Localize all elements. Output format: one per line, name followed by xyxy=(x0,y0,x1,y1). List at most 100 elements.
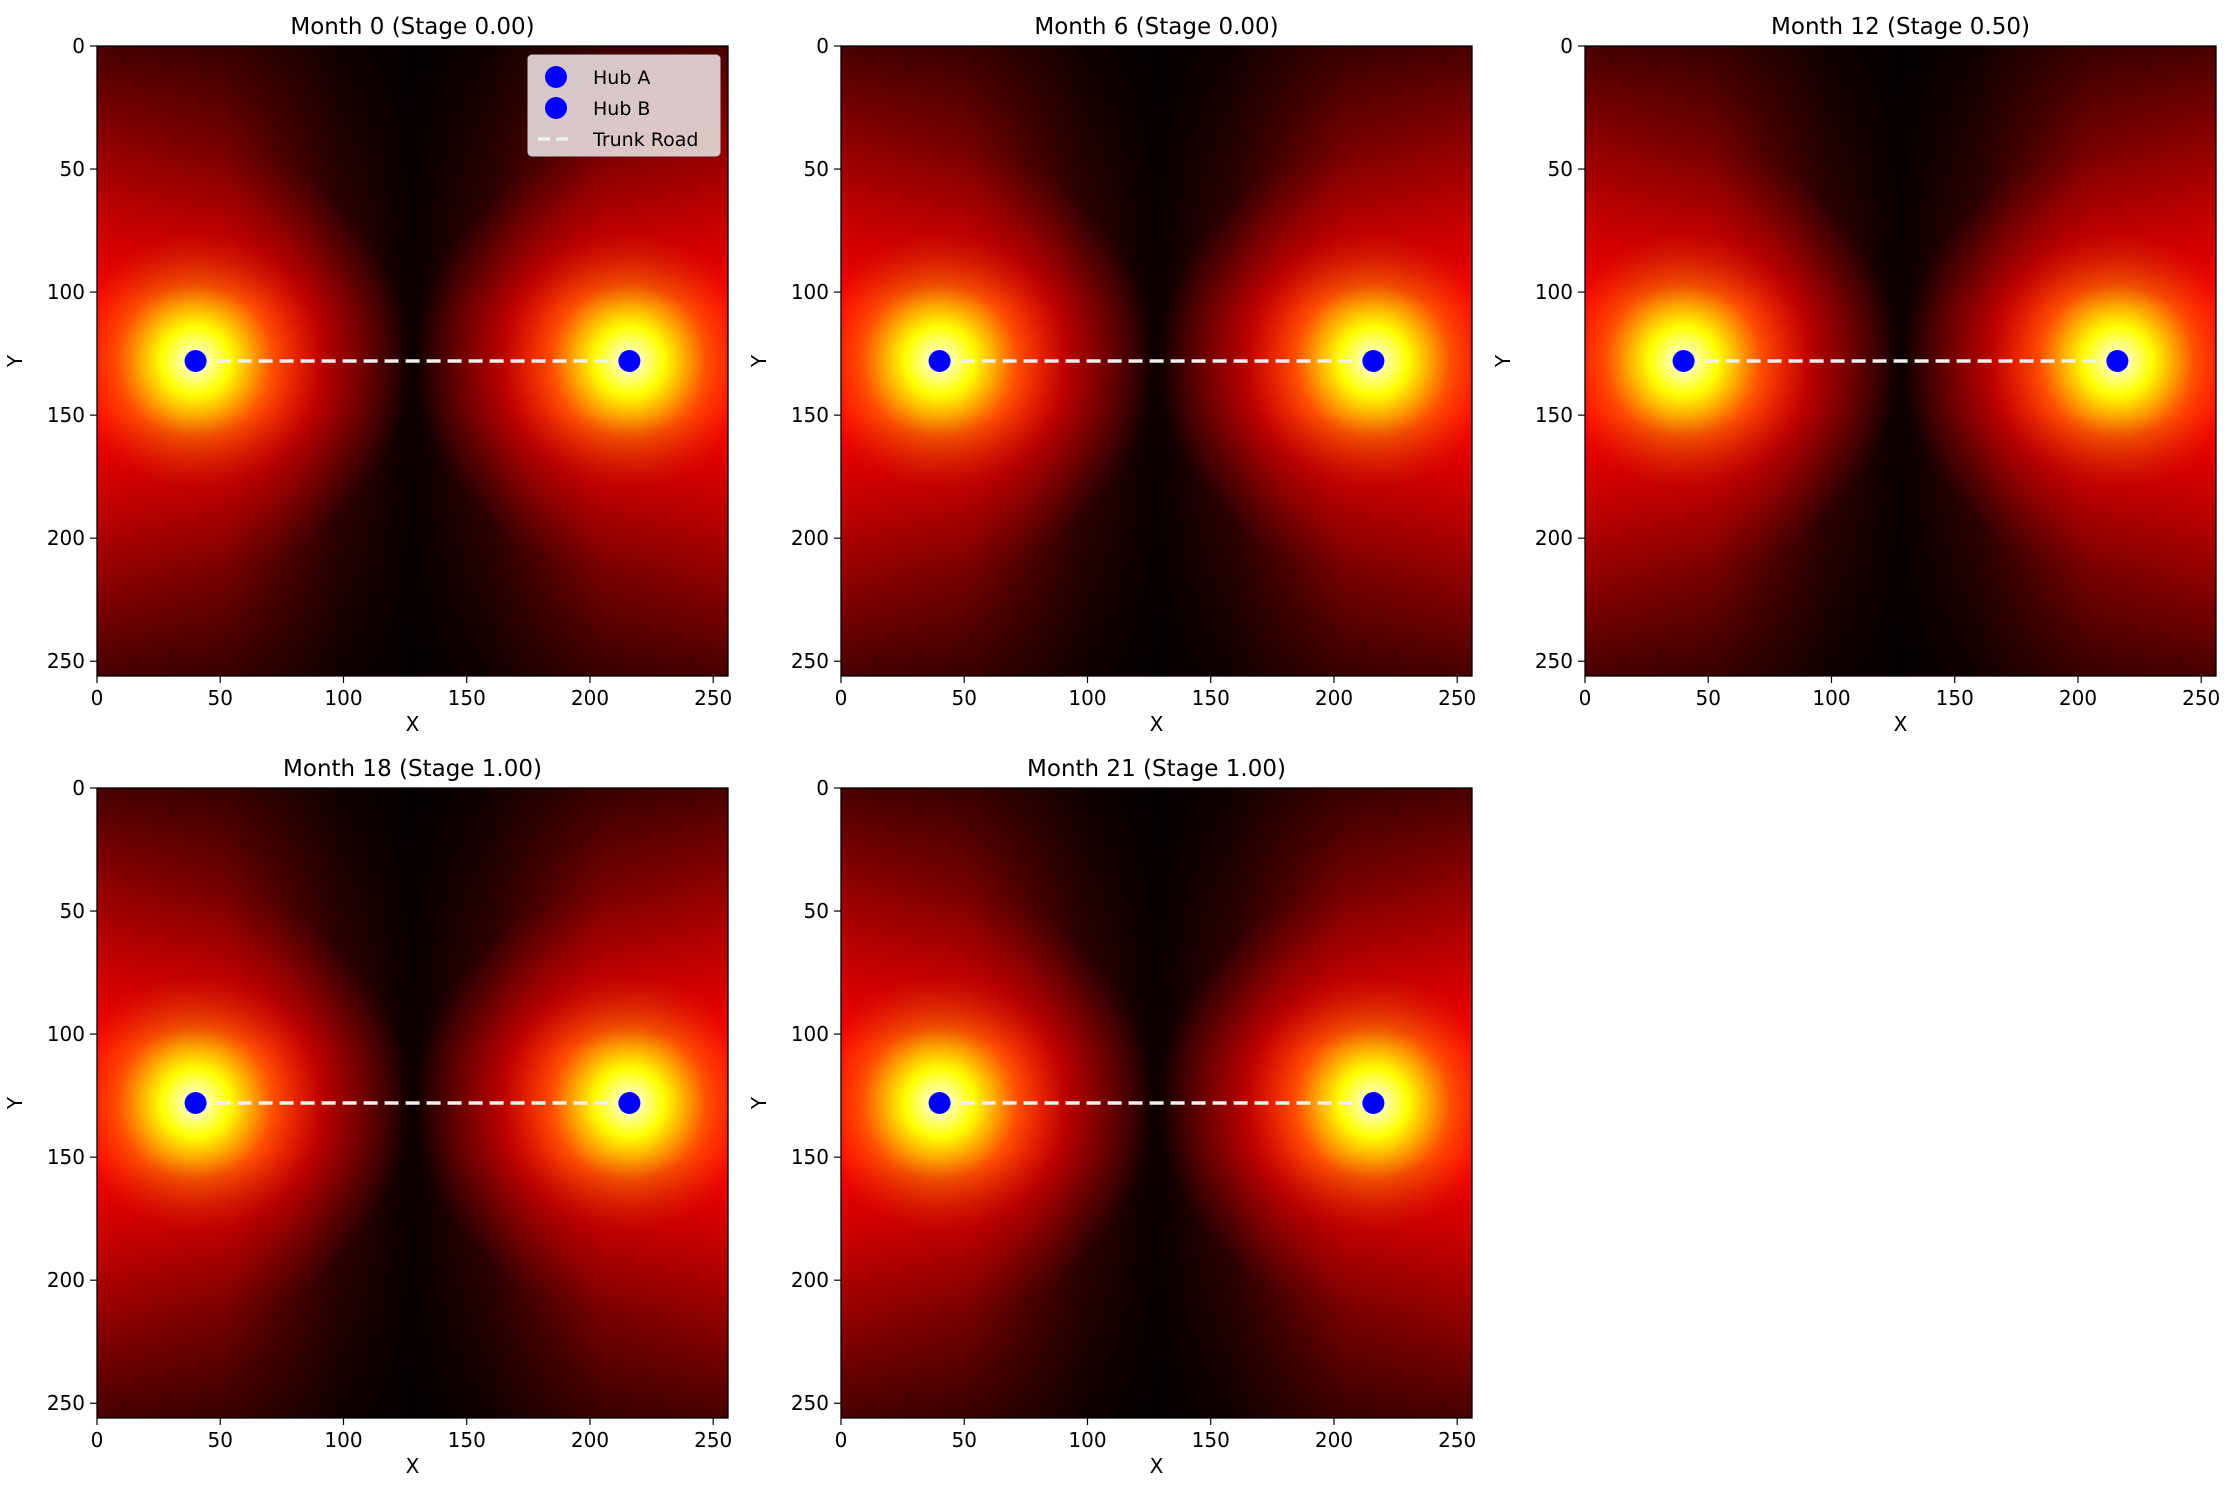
hub-marker-hub-b xyxy=(618,350,641,372)
x-tick-label: 200 xyxy=(2059,686,2097,710)
legend-entry: Hub A xyxy=(593,67,650,89)
subplot-title: Month 6 (Stage 0.00) xyxy=(1034,14,1278,40)
legend-hub-swatch xyxy=(545,97,567,119)
hub-marker-hub-a xyxy=(184,1092,207,1114)
hub-marker-hub-a xyxy=(184,350,207,372)
y-tick-label: 200 xyxy=(47,526,85,550)
x-tick-label: 50 xyxy=(1696,686,1721,710)
x-axis-label: X xyxy=(406,712,420,736)
x-tick-label: 150 xyxy=(448,1428,486,1452)
y-tick-label: 0 xyxy=(816,776,829,800)
y-axis-label: Y xyxy=(3,354,27,368)
y-tick-label: 200 xyxy=(791,526,829,550)
x-axis-label: X xyxy=(406,1454,420,1478)
y-tick-label: 200 xyxy=(1535,526,1573,550)
axes-frame xyxy=(96,787,729,1419)
hub-marker-hub-a xyxy=(928,350,951,372)
x-tick-label: 0 xyxy=(91,1428,104,1452)
hub-marker-hub-b xyxy=(618,1092,641,1114)
y-tick-label: 100 xyxy=(47,280,85,304)
y-tick-label: 150 xyxy=(47,1145,85,1169)
y-tick-label: 100 xyxy=(1535,280,1573,304)
legend: Hub A Hub B Trunk Road xyxy=(527,54,721,157)
y-tick-label: 100 xyxy=(47,1022,85,1046)
x-tick-label: 50 xyxy=(208,686,233,710)
x-tick-label: 200 xyxy=(1315,686,1353,710)
x-tick-label: 250 xyxy=(694,1428,732,1452)
x-tick-label: 200 xyxy=(571,686,609,710)
x-axis-label: X xyxy=(1894,712,1908,736)
y-tick-label: 200 xyxy=(47,1268,85,1292)
y-tick-label: 50 xyxy=(804,157,829,181)
x-tick-label: 100 xyxy=(324,686,362,710)
x-tick-label: 50 xyxy=(952,686,977,710)
y-tick-label: 150 xyxy=(791,403,829,427)
x-tick-label: 100 xyxy=(1812,686,1850,710)
x-tick-label: 150 xyxy=(1936,686,1974,710)
y-tick-label: 250 xyxy=(791,649,829,673)
y-tick-label: 0 xyxy=(72,776,85,800)
y-tick-label: 150 xyxy=(1535,403,1573,427)
x-tick-label: 200 xyxy=(571,1428,609,1452)
x-axis-label: X xyxy=(1150,712,1164,736)
y-tick-label: 0 xyxy=(816,34,829,58)
y-tick-label: 150 xyxy=(47,403,85,427)
y-axis-label: Y xyxy=(1491,354,1515,368)
x-tick-label: 0 xyxy=(835,1428,848,1452)
subplot-title: Month 18 (Stage 1.00) xyxy=(283,756,542,782)
legend-box xyxy=(527,54,721,157)
y-tick-label: 200 xyxy=(791,1268,829,1292)
y-tick-label: 250 xyxy=(47,649,85,673)
y-tick-label: 250 xyxy=(1535,649,1573,673)
legend-entry: Trunk Road xyxy=(592,129,698,151)
axes-frame xyxy=(840,787,1473,1419)
legend-entry: Hub B xyxy=(593,98,650,120)
y-tick-label: 100 xyxy=(791,280,829,304)
hub-marker-hub-b xyxy=(1362,1092,1385,1114)
x-tick-label: 0 xyxy=(835,686,848,710)
hub-marker-hub-b xyxy=(1362,350,1385,372)
x-tick-label: 50 xyxy=(208,1428,233,1452)
x-tick-label: 250 xyxy=(1438,686,1476,710)
x-tick-label: 250 xyxy=(1438,1428,1476,1452)
axes-frame xyxy=(1584,45,2217,677)
y-tick-label: 150 xyxy=(791,1145,829,1169)
x-tick-label: 100 xyxy=(1068,1428,1106,1452)
x-tick-label: 250 xyxy=(694,686,732,710)
y-tick-label: 50 xyxy=(60,899,85,923)
hub-marker-hub-b xyxy=(2106,350,2129,372)
y-axis-label: Y xyxy=(3,1096,27,1110)
hub-marker-hub-a xyxy=(1672,350,1695,372)
y-tick-label: 100 xyxy=(791,1022,829,1046)
x-tick-label: 250 xyxy=(2182,686,2220,710)
subplot-title: Month 12 (Stage 0.50) xyxy=(1771,14,2030,40)
axes-frame xyxy=(96,45,729,677)
y-axis-label: Y xyxy=(747,1096,771,1110)
y-axis-label: Y xyxy=(747,354,771,368)
y-tick-label: 50 xyxy=(60,157,85,181)
y-tick-label: 0 xyxy=(72,34,85,58)
x-tick-label: 100 xyxy=(324,1428,362,1452)
x-tick-label: 50 xyxy=(952,1428,977,1452)
y-tick-label: 50 xyxy=(1548,157,1573,181)
x-tick-label: 100 xyxy=(1068,686,1106,710)
y-tick-label: 250 xyxy=(47,1391,85,1415)
hub-marker-hub-a xyxy=(928,1092,951,1114)
x-tick-label: 0 xyxy=(1579,686,1592,710)
subplot-title: Month 0 (Stage 0.00) xyxy=(290,14,534,40)
x-axis-label: X xyxy=(1150,1454,1164,1478)
x-tick-label: 0 xyxy=(91,686,104,710)
x-tick-label: 200 xyxy=(1315,1428,1353,1452)
x-tick-label: 150 xyxy=(1192,1428,1230,1452)
subplot-title: Month 21 (Stage 1.00) xyxy=(1027,756,1286,782)
y-tick-label: 250 xyxy=(791,1391,829,1415)
x-tick-label: 150 xyxy=(448,686,486,710)
y-tick-label: 50 xyxy=(804,899,829,923)
axes-frame xyxy=(840,45,1473,677)
